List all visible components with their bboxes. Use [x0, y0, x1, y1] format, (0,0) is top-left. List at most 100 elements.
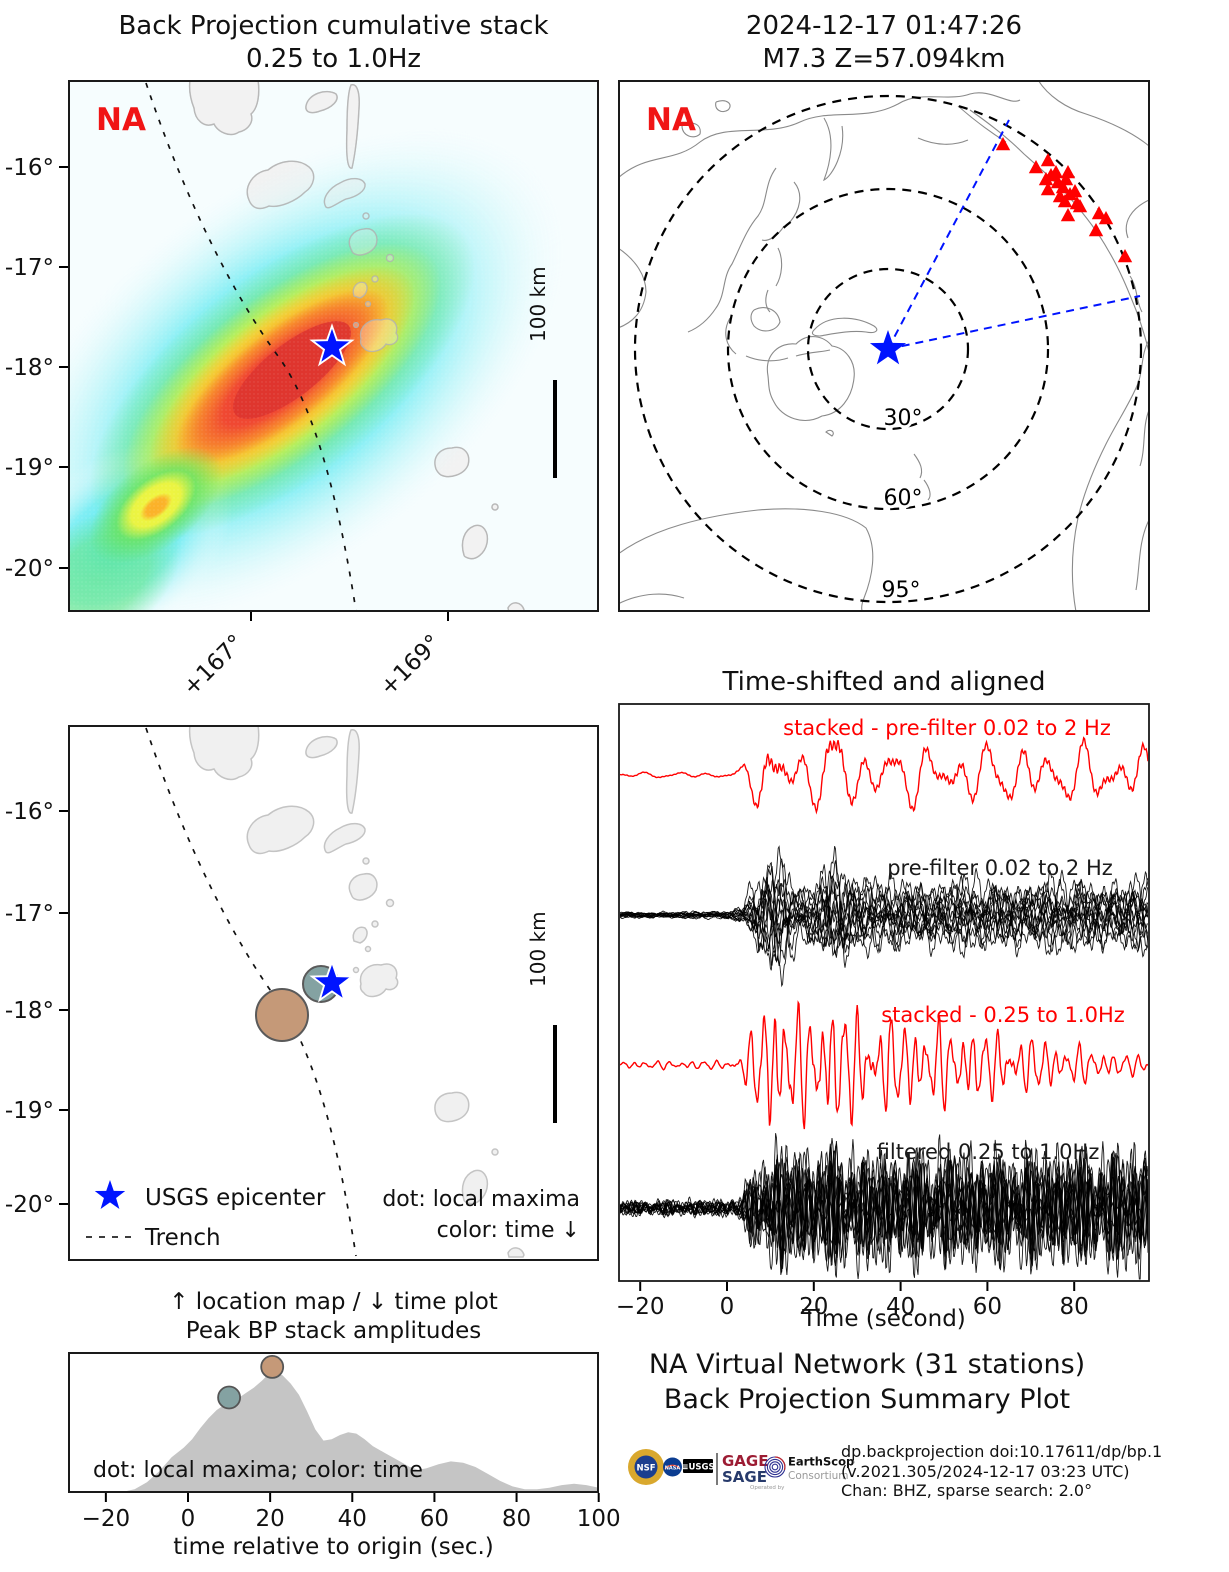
station-triangle — [1040, 153, 1056, 167]
station-triangle — [1088, 223, 1104, 237]
local-maxima-map-panel: 100 km USGS epicenter Trench dot: local … — [68, 725, 599, 1261]
nasa-logo-text: NASA — [665, 1466, 681, 1472]
station-triangle — [1040, 182, 1056, 196]
timeplot-xlabel: time relative to origin (sec.) — [173, 1534, 494, 1560]
local-maximum-dot — [260, 1354, 285, 1379]
mx-lat-tick-label: -20° — [5, 1192, 54, 1218]
legend-epicenter-label: USGS epicenter — [145, 1185, 326, 1211]
event-title: 2024-12-17 01:47:26 M7.3 Z=57.094km — [618, 10, 1150, 76]
azimuth-line — [887, 119, 1010, 350]
panel-border — [68, 1352, 599, 1493]
tp-x-tick-label: 40 — [338, 1506, 367, 1532]
azimuth-line — [887, 295, 1141, 350]
seismogram-xlabel: Time (second) — [802, 1306, 966, 1332]
panel-border — [68, 725, 599, 1261]
seismogram-trace — [620, 1156, 1148, 1273]
station-triangle — [1043, 168, 1059, 182]
station-triangle — [1028, 160, 1044, 174]
mx-lat-tick-label: -17° — [5, 901, 54, 927]
station-triangle — [1091, 206, 1107, 220]
bp-lat-tick-label: -17° — [5, 255, 54, 281]
earthscope-text: EarthScope — [788, 1455, 855, 1469]
tp-x-tick-label: −20 — [82, 1506, 131, 1532]
sage-logo-text: SAGE — [722, 1468, 767, 1486]
nasa-logo: NASA — [663, 1457, 682, 1477]
mx-lat-tick-label: -19° — [5, 1098, 54, 1124]
nsf-logo: NSF — [628, 1449, 664, 1485]
network-corner-label: NA — [96, 102, 146, 138]
credit-channel: Chan: BHZ, sparse search: 2.0° — [841, 1481, 1093, 1500]
peak-amplitude-layer — [122, 1354, 599, 1492]
nsf-logo-globe — [634, 1455, 658, 1479]
seismogram-trace — [620, 736, 1148, 815]
note-local-maxima: dot: local maxima — [382, 1187, 580, 1212]
seismogram-trace — [620, 1151, 1148, 1267]
tp-x-tick-label: 60 — [420, 1506, 449, 1532]
usgs-logo-text: ≡USGS — [681, 1463, 714, 1473]
bp-lon-tick-label: +167° — [178, 630, 249, 701]
bp-map-title: Back Projection cumulative stack 0.25 to… — [68, 10, 599, 76]
nasa-logo-swoosh — [664, 1464, 681, 1470]
seismogram-trace — [620, 861, 1148, 954]
gage-logo-text: GAGE — [722, 1452, 768, 1470]
station-triangle — [1067, 184, 1083, 198]
station-triangle — [1060, 208, 1076, 222]
credits-block: dp.backprojection doi:10.17611/dp/bp.1 (… — [841, 1442, 1162, 1501]
station-triangle — [1117, 249, 1133, 263]
distance-ring-label: 60° — [884, 486, 923, 511]
station-triangle — [1072, 199, 1088, 213]
bp-lat-tick-label: -16° — [5, 155, 54, 181]
timeplot-note: dot: local maxima; color: time — [93, 1458, 423, 1483]
local-maximum-dot — [217, 1385, 242, 1410]
distance-ring-label: 95° — [882, 578, 921, 603]
mx-lat-tick-label: -16° — [5, 799, 54, 825]
footer-logos: NSF NASA ≡USGS GAGE SAGE Operated by Ear… — [628, 1449, 855, 1491]
panel-border — [618, 80, 1150, 612]
operated-by-text: Operated by — [750, 1485, 785, 1491]
network-corner-label: NA — [646, 102, 696, 138]
station-triangle — [1055, 180, 1071, 194]
local-maximum-map-dot — [255, 988, 309, 1042]
distance-ring — [726, 187, 1050, 511]
credit-version: (v.2021.305/2024-12-17 03:23 UTC) — [841, 1461, 1130, 1481]
legend-trench-label: Trench — [144, 1225, 221, 1251]
tp-x-tick-label: 0 — [181, 1506, 196, 1532]
usgs-logo: ≡USGS — [681, 1459, 715, 1473]
trace-label-stacked-filtered: stacked - 0.25 to 1.0Hz — [881, 1003, 1125, 1027]
bp-heatmap-panel: 100 km NA — [68, 80, 599, 612]
tp-x-tick-label: 20 — [255, 1506, 284, 1532]
usgs-logo-box — [683, 1459, 713, 1473]
credit-doi: dp.backprojection doi:10.17611/dp/bp.1 — [841, 1442, 1163, 1461]
distance-ring — [633, 94, 1143, 604]
footer-title-line2: Back Projection Summary Plot — [663, 1384, 1071, 1415]
peak-amplitude-area — [122, 1372, 599, 1492]
footer-title: NA Virtual Network (31 stations) Back Pr… — [617, 1347, 1117, 1417]
seismogram-trace — [620, 1000, 1148, 1130]
trace-label-stacked-prefilter: stacked - pre-filter 0.02 to 2 Hz — [783, 716, 1111, 740]
world-coastlines — [618, 80, 1150, 612]
bp-lat-tick-label: -20° — [5, 556, 54, 582]
seismogram-traces-layer — [620, 736, 1148, 1280]
nsf-logo-text: NSF — [636, 1464, 655, 1474]
trace-label-prefilter: pre-filter 0.02 to 2 Hz — [887, 856, 1113, 880]
bp-lat-tick-label: -18° — [5, 355, 54, 381]
timeplot-title-line2: Peak BP stack amplitudes — [185, 1318, 482, 1344]
bp-lon-tick-label: +169° — [375, 630, 446, 701]
trace-label-filtered: filtered 0.25 to 1.0Hz — [877, 1140, 1100, 1164]
seismogram-panel: stacked - pre-filter 0.02 to 2 Hz pre-fi… — [618, 703, 1150, 1282]
earthscope-logo: EarthScope Consortium — [764, 1455, 855, 1482]
nasa-logo-disc — [663, 1457, 682, 1477]
scale-bar-label: 100 km — [526, 266, 550, 342]
consortium-text: Consortium — [788, 1470, 849, 1482]
panel-border — [68, 80, 599, 612]
bp-map-title-line1: Back Projection cumulative stack — [118, 11, 549, 41]
note-color-time: color: time ↓ — [437, 1218, 580, 1243]
tp-x-tick-label: 80 — [502, 1506, 531, 1532]
earthscope-ring — [766, 1458, 784, 1476]
station-triangle — [1098, 211, 1114, 225]
station-triangle — [1057, 194, 1073, 208]
seismogram-trace — [620, 881, 1148, 946]
earthscope-ring — [769, 1461, 781, 1473]
event-title-magnitude-depth: M7.3 Z=57.094km — [762, 44, 1006, 74]
earthscope-ring — [771, 1463, 779, 1471]
